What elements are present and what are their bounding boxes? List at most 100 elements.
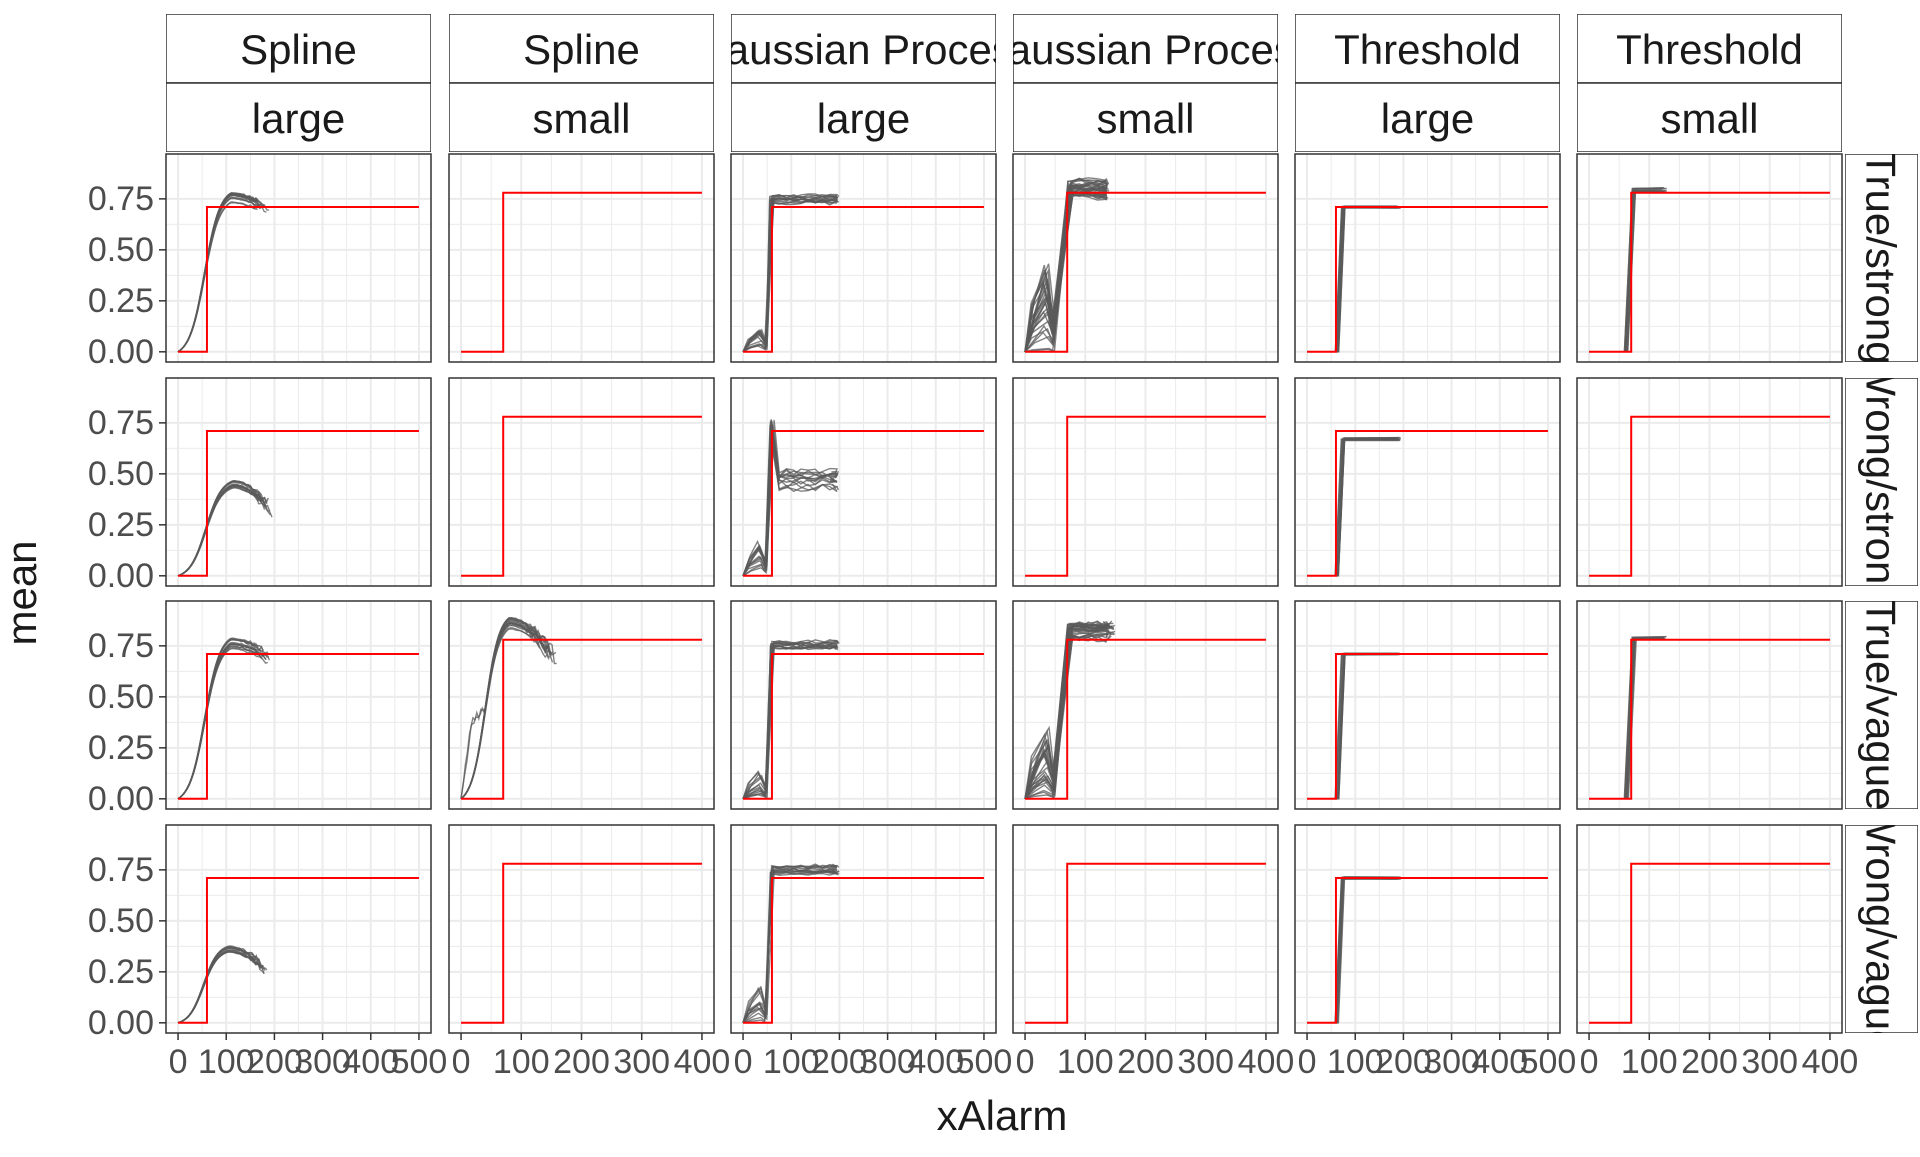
col-strip-bottom-label: small xyxy=(1660,95,1758,142)
row-strip-label: Wrong/vague xyxy=(1858,804,1905,1053)
panel: 0 100 200 300 400 xyxy=(1012,824,1295,1081)
simulation-line xyxy=(1024,629,1112,800)
truth-step-line xyxy=(461,415,702,577)
col-strip-bottom-box xyxy=(449,82,714,152)
truth-step-line xyxy=(1589,415,1830,577)
truth-step-line xyxy=(178,206,419,353)
x-tick-label: 400 xyxy=(1238,1043,1295,1081)
x-tick-label: 200 xyxy=(1117,1043,1174,1081)
simulation-line xyxy=(460,618,548,800)
panel-border xyxy=(448,600,715,810)
panel xyxy=(1012,600,1279,810)
panel-border xyxy=(448,377,715,587)
panel-border xyxy=(1576,153,1843,363)
y-tick-label: 0.75 xyxy=(88,404,154,442)
x-tick-label: 500 xyxy=(391,1043,448,1081)
panel: 0 100 200 300 400 xyxy=(448,824,730,1081)
x-tick-label: 0 xyxy=(169,1043,188,1081)
panel-border xyxy=(1576,377,1843,587)
truth-step-line xyxy=(1025,191,1266,353)
y-tick-label: 0.50 xyxy=(88,455,154,493)
panel-border xyxy=(1012,377,1279,587)
panel-grid xyxy=(1577,378,1842,586)
panel: 0.00 0.25 0.50 0.75 xyxy=(88,153,432,371)
y-axis-title: mean xyxy=(0,540,45,645)
panel xyxy=(1576,377,1843,587)
truth-step-line xyxy=(1307,877,1548,1024)
panel-border xyxy=(1294,153,1561,363)
panel-grid xyxy=(1013,601,1278,809)
panel-grid xyxy=(449,154,714,362)
panel-grid xyxy=(166,378,431,586)
col-strip-top-label: Spline xyxy=(523,26,640,73)
row-strip: True/vague xyxy=(1845,601,1918,809)
x-tick-label: 400 xyxy=(1802,1043,1859,1081)
row-strip-label: Wrong/strong xyxy=(1858,356,1905,607)
panel-border xyxy=(730,153,997,363)
x-tick-label: 300 xyxy=(1177,1043,1234,1081)
truth-step-line xyxy=(461,638,702,800)
truth-step-line xyxy=(1025,638,1266,800)
col-strip-bottom-box xyxy=(1013,82,1278,152)
y-tick-label: 0.00 xyxy=(88,557,154,595)
panel-grid xyxy=(1295,378,1560,586)
panel xyxy=(448,600,715,810)
panel xyxy=(1294,153,1561,363)
truth-step-line xyxy=(461,191,702,353)
x-tick-label: 0 xyxy=(1298,1043,1317,1081)
panel-grid xyxy=(1577,601,1842,809)
col-strip-top-label: Gaussian Process xyxy=(975,26,1316,73)
y-tick-label: 0.50 xyxy=(88,231,154,269)
panel-grid xyxy=(731,825,996,1033)
x-tick-label: 100 xyxy=(1621,1043,1678,1081)
panel-border xyxy=(165,153,432,363)
y-tick-label: 0.25 xyxy=(88,729,154,767)
simulation-line xyxy=(1024,193,1108,352)
col-strip-bottom-label: large xyxy=(252,95,345,142)
truth-step-line xyxy=(1025,415,1266,577)
x-tick-label: 300 xyxy=(1423,1043,1480,1081)
simulation-line xyxy=(1024,177,1107,353)
panel-border xyxy=(730,377,997,587)
panel-border xyxy=(165,377,432,587)
truth-step-line xyxy=(178,877,419,1024)
y-tick-label: 0.00 xyxy=(88,333,154,371)
y-tick-label: 0.25 xyxy=(88,506,154,544)
col-strip-bottom-box xyxy=(731,82,996,152)
panel-grid xyxy=(1295,601,1560,809)
x-tick-label: 0 xyxy=(734,1043,753,1081)
panel xyxy=(1294,600,1561,810)
col-strip-bottom-box xyxy=(1577,82,1842,152)
panel-border xyxy=(448,153,715,363)
col-strip-bottom-label: large xyxy=(817,95,910,142)
col-strip: Gaussian Process large xyxy=(731,14,996,152)
simulation-line xyxy=(1024,630,1116,800)
simulation-line xyxy=(1024,182,1108,353)
panel-border xyxy=(1294,600,1561,810)
row-strip: Wrong/strong xyxy=(1845,356,1918,607)
truth-step-line xyxy=(1589,638,1830,800)
panel-grid xyxy=(1295,154,1560,362)
simulation-line xyxy=(1024,620,1113,799)
panel xyxy=(1576,153,1843,363)
panel-grid xyxy=(449,601,714,809)
x-tick-label: 300 xyxy=(613,1043,670,1081)
simulation-line xyxy=(742,642,838,800)
panel-border xyxy=(165,824,432,1034)
row-strip: Wrong/vague xyxy=(1845,804,1918,1053)
x-tick-label: 200 xyxy=(811,1043,868,1081)
panel: 0.00 0.25 0.50 0.75 xyxy=(88,377,432,595)
panel-grid xyxy=(166,601,431,809)
panel-grid xyxy=(1013,825,1278,1033)
x-tick-label: 200 xyxy=(246,1043,303,1081)
col-strip: Spline small xyxy=(449,14,714,152)
panel xyxy=(448,377,715,587)
col-strip-bottom-box xyxy=(1295,82,1560,152)
panel-grid xyxy=(1013,378,1278,586)
simulation-line xyxy=(1024,633,1115,799)
truth-step-line xyxy=(743,877,984,1024)
x-tick-label: 500 xyxy=(956,1043,1013,1081)
